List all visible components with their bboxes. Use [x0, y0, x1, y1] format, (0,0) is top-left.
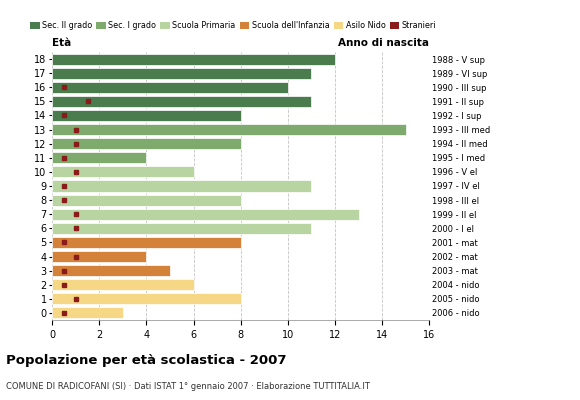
- Bar: [52, 279, 194, 290]
- Bar: [52, 96, 311, 107]
- Text: Popolazione per età scolastica - 2007: Popolazione per età scolastica - 2007: [6, 354, 287, 367]
- Legend: Sec. II grado, Sec. I grado, Scuola Primaria, Scuola dell'Infanzia, Asilo Nido, : Sec. II grado, Sec. I grado, Scuola Prim…: [30, 21, 436, 30]
- Bar: [52, 110, 241, 121]
- Bar: [52, 166, 194, 177]
- Text: Anno di nascita: Anno di nascita: [338, 38, 429, 48]
- Bar: [52, 223, 311, 234]
- Bar: [52, 180, 311, 192]
- Bar: [52, 265, 170, 276]
- Bar: [52, 251, 146, 262]
- Bar: [52, 82, 288, 93]
- Bar: [52, 138, 241, 149]
- Bar: [52, 209, 358, 220]
- Bar: [52, 237, 241, 248]
- Text: COMUNE DI RADICOFANI (SI) · Dati ISTAT 1° gennaio 2007 · Elaborazione TUTTITALIA: COMUNE DI RADICOFANI (SI) · Dati ISTAT 1…: [6, 382, 369, 391]
- Bar: [52, 68, 311, 79]
- Bar: [52, 124, 405, 135]
- Bar: [52, 195, 241, 206]
- Bar: [52, 308, 123, 318]
- Bar: [52, 293, 241, 304]
- Text: Età: Età: [52, 38, 71, 48]
- Bar: [52, 152, 146, 163]
- Bar: [52, 54, 335, 64]
